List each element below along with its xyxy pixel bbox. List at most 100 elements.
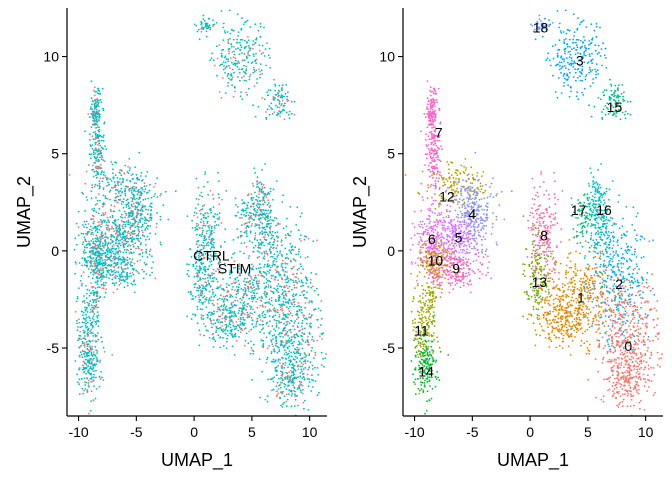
- cell-point: [201, 195, 204, 198]
- cell-point: [96, 101, 99, 103]
- cell-point: [140, 242, 143, 244]
- cell-point: [109, 242, 112, 245]
- cell-point: [233, 281, 235, 284]
- cell-point: [134, 242, 137, 245]
- cell-point: [252, 213, 255, 215]
- cell-point: [220, 56, 223, 58]
- cell-point: [432, 104, 434, 106]
- cell-point: [242, 23, 245, 26]
- cell-point: [198, 301, 201, 303]
- cell-point: [209, 28, 212, 31]
- cell-point: [98, 139, 100, 142]
- cell-point: [85, 244, 88, 247]
- cell-point: [211, 333, 214, 336]
- cell-point: [115, 239, 117, 242]
- cell-point: [212, 24, 215, 26]
- cell-point: [106, 259, 108, 262]
- cell-point: [143, 216, 146, 219]
- cell-point: [98, 224, 101, 227]
- cell-point: [438, 173, 441, 176]
- cell-point: [132, 218, 135, 221]
- cell-point: [143, 190, 146, 193]
- cell-point: [238, 283, 241, 286]
- cell-point: [235, 304, 238, 307]
- cell-point: [195, 252, 198, 255]
- cell-point: [113, 262, 116, 265]
- cell-point: [121, 213, 123, 216]
- cell-point: [111, 240, 114, 242]
- cell-point: [115, 264, 118, 267]
- cell-point: [146, 171, 149, 173]
- cell-point: [276, 106, 279, 109]
- cell-point: [429, 185, 432, 188]
- cell-point: [94, 143, 97, 146]
- cell-point: [91, 376, 93, 379]
- cell-point: [228, 312, 231, 314]
- cell-point: [482, 228, 485, 230]
- cell-point: [191, 295, 194, 297]
- cell-point: [263, 292, 266, 294]
- cell-point: [252, 71, 255, 74]
- cell-point: [236, 41, 238, 44]
- cell-point: [307, 368, 309, 371]
- cell-point: [257, 218, 260, 221]
- cell-point: [271, 236, 273, 239]
- cell-point: [448, 168, 450, 171]
- cell-point: [236, 228, 239, 231]
- cell-point: [85, 170, 88, 173]
- cell-point: [468, 245, 471, 248]
- cell-point: [99, 177, 102, 180]
- cell-point: [267, 325, 270, 328]
- cell-point: [100, 257, 103, 260]
- cell-point: [134, 198, 136, 201]
- cell-point: [95, 303, 98, 306]
- cell-point: [205, 281, 208, 284]
- cell-point: [242, 316, 245, 319]
- cell-point: [225, 347, 228, 349]
- cell-point: [124, 194, 127, 197]
- cell-point: [85, 364, 88, 366]
- cell-point: [310, 286, 313, 289]
- cell-point: [251, 241, 254, 244]
- cell-point: [263, 271, 266, 274]
- cell-point: [128, 232, 131, 235]
- cell-point: [235, 281, 238, 283]
- cell-point: [107, 224, 110, 227]
- cell-point: [307, 237, 310, 240]
- cell-point: [117, 257, 120, 259]
- cell-point: [468, 177, 470, 180]
- cell-point: [245, 69, 248, 72]
- cell-point: [84, 258, 87, 261]
- cell-point: [96, 358, 98, 360]
- cell-point: [83, 246, 86, 248]
- cell-point: [248, 45, 250, 47]
- cell-point: [207, 274, 210, 277]
- cell-point: [247, 50, 250, 53]
- cell-point: [85, 322, 88, 325]
- cell-point: [235, 48, 237, 50]
- cell-point: [255, 58, 258, 61]
- cell-point: [276, 381, 279, 384]
- cell-point: [279, 381, 282, 384]
- cell-point: [192, 265, 195, 268]
- cell-point: [237, 35, 240, 37]
- cell-point: [288, 371, 290, 373]
- cell-point: [257, 274, 260, 277]
- cell-point: [89, 300, 92, 303]
- cell-point: [452, 176, 455, 179]
- cell-point: [205, 24, 208, 27]
- cell-point: [131, 193, 134, 196]
- cell-point: [215, 278, 218, 281]
- cell-point: [201, 208, 204, 211]
- cell-point: [96, 134, 99, 136]
- cell-point: [124, 188, 126, 190]
- cell-point: [132, 205, 134, 208]
- cell-point: [277, 283, 280, 285]
- cell-point: [210, 246, 213, 249]
- cell-point: [202, 262, 205, 265]
- cell-point: [316, 318, 319, 321]
- cell-point: [87, 268, 90, 270]
- cell-point: [79, 326, 82, 329]
- cell-point: [99, 247, 101, 250]
- cell-point: [237, 288, 240, 291]
